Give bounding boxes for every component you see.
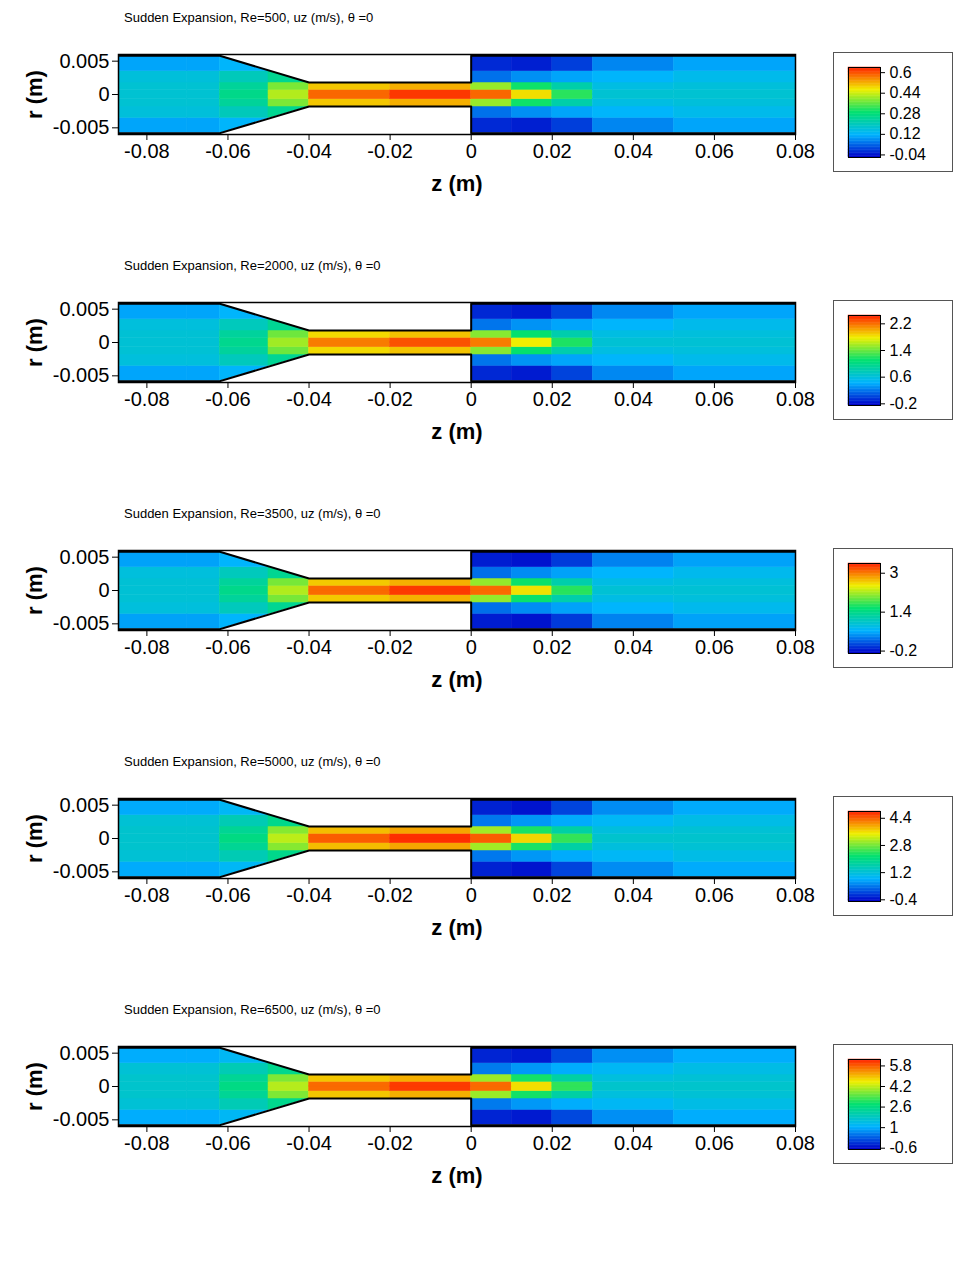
svg-text:0.6: 0.6 (890, 368, 912, 385)
svg-text:-0.08: -0.08 (124, 140, 170, 162)
svg-text:0.04: 0.04 (614, 636, 653, 658)
svg-text:-0.08: -0.08 (124, 884, 170, 906)
svg-text:-0.005: -0.005 (53, 612, 110, 634)
svg-text:z (m): z (m) (431, 419, 482, 444)
svg-text:2.2: 2.2 (890, 315, 912, 332)
svg-text:0: 0 (98, 827, 109, 849)
svg-text:0.06: 0.06 (695, 1132, 734, 1154)
svg-text:0.005: 0.005 (59, 50, 109, 72)
svg-text:r (m): r (m) (22, 318, 47, 367)
svg-text:-0.04: -0.04 (286, 884, 332, 906)
svg-text:0.04: 0.04 (614, 140, 653, 162)
svg-text:-0.005: -0.005 (53, 860, 110, 882)
svg-text:0: 0 (98, 579, 109, 601)
svg-text:-0.02: -0.02 (367, 636, 413, 658)
svg-text:0.02: 0.02 (533, 140, 572, 162)
svg-text:-0.4: -0.4 (890, 891, 918, 908)
svg-text:0.02: 0.02 (533, 884, 572, 906)
svg-text:0.06: 0.06 (695, 884, 734, 906)
svg-text:0.06: 0.06 (695, 140, 734, 162)
svg-text:-0.005: -0.005 (53, 364, 110, 386)
svg-text:3: 3 (890, 564, 899, 581)
svg-text:r (m): r (m) (22, 566, 47, 615)
svg-text:0.005: 0.005 (59, 794, 109, 816)
svg-text:r (m): r (m) (22, 70, 47, 119)
svg-text:0: 0 (98, 83, 109, 105)
svg-text:-0.005: -0.005 (53, 1108, 110, 1130)
svg-text:-0.6: -0.6 (890, 1139, 918, 1156)
svg-text:r (m): r (m) (22, 1062, 47, 1111)
svg-text:-0.04: -0.04 (890, 146, 927, 163)
svg-text:0.005: 0.005 (59, 546, 109, 568)
svg-text:0.08: 0.08 (776, 884, 815, 906)
svg-text:0: 0 (98, 331, 109, 353)
svg-text:0.02: 0.02 (533, 388, 572, 410)
svg-text:0.005: 0.005 (59, 298, 109, 320)
svg-text:z (m): z (m) (431, 915, 482, 940)
svg-text:4.4: 4.4 (890, 809, 912, 826)
svg-text:-0.04: -0.04 (286, 1132, 332, 1154)
svg-text:-0.08: -0.08 (124, 636, 170, 658)
html-text:Sudden Expansion, Re=5000, uz: Sudden Expansion, Re=5000, uz (m/s), θ =… (124, 754, 381, 769)
svg-text:-0.02: -0.02 (367, 140, 413, 162)
svg-text:0.02: 0.02 (533, 636, 572, 658)
svg-text:0.08: 0.08 (776, 1132, 815, 1154)
svg-text:0.04: 0.04 (614, 884, 653, 906)
svg-text:-0.04: -0.04 (286, 140, 332, 162)
svg-text:1.4: 1.4 (890, 342, 912, 359)
svg-text:-0.08: -0.08 (124, 388, 170, 410)
svg-text:0: 0 (466, 636, 477, 658)
svg-text:-0.02: -0.02 (367, 1132, 413, 1154)
html-text:Sudden Expansion, Re=2000, uz: Sudden Expansion, Re=2000, uz (m/s), θ =… (124, 258, 381, 273)
svg-text:-0.08: -0.08 (124, 1132, 170, 1154)
html-text:Sudden Expansion, Re=500, uz (: Sudden Expansion, Re=500, uz (m/s), θ =0 (124, 10, 374, 25)
svg-text:0.6: 0.6 (890, 64, 912, 81)
svg-text:-0.06: -0.06 (205, 884, 251, 906)
svg-text:-0.06: -0.06 (205, 636, 251, 658)
svg-text:2.8: 2.8 (890, 837, 912, 854)
svg-text:-0.02: -0.02 (367, 884, 413, 906)
svg-text:0.08: 0.08 (776, 388, 815, 410)
svg-text:0.02: 0.02 (533, 1132, 572, 1154)
svg-text:0: 0 (466, 884, 477, 906)
svg-text:0: 0 (98, 1075, 109, 1097)
svg-text:0.04: 0.04 (614, 1132, 653, 1154)
svg-text:0.44: 0.44 (890, 84, 921, 101)
svg-text:0.12: 0.12 (890, 125, 921, 142)
svg-text:-0.04: -0.04 (286, 388, 332, 410)
svg-text:2.6: 2.6 (890, 1098, 912, 1115)
svg-text:-0.2: -0.2 (890, 642, 918, 659)
svg-text:1.2: 1.2 (890, 864, 912, 881)
svg-text:-0.02: -0.02 (367, 388, 413, 410)
svg-text:0.04: 0.04 (614, 388, 653, 410)
html-text:Sudden Expansion, Re=3500, uz: Sudden Expansion, Re=3500, uz (m/s), θ =… (124, 506, 381, 521)
svg-text:z (m): z (m) (431, 171, 482, 196)
svg-text:-0.2: -0.2 (890, 395, 918, 412)
svg-text:4.2: 4.2 (890, 1078, 912, 1095)
html-text:Sudden Expansion, Re=6500, uz: Sudden Expansion, Re=6500, uz (m/s), θ =… (124, 1002, 381, 1017)
svg-text:0: 0 (466, 1132, 477, 1154)
svg-text:0.08: 0.08 (776, 636, 815, 658)
svg-text:0: 0 (466, 140, 477, 162)
svg-text:r (m): r (m) (22, 814, 47, 863)
svg-text:0.005: 0.005 (59, 1042, 109, 1064)
svg-text:0.08: 0.08 (776, 140, 815, 162)
svg-text:-0.06: -0.06 (205, 140, 251, 162)
svg-text:z (m): z (m) (431, 1163, 482, 1188)
svg-text:-0.005: -0.005 (53, 116, 110, 138)
svg-text:z (m): z (m) (431, 667, 482, 692)
svg-text:0.28: 0.28 (890, 105, 921, 122)
svg-text:-0.06: -0.06 (205, 388, 251, 410)
svg-text:0.06: 0.06 (695, 388, 734, 410)
svg-text:0.06: 0.06 (695, 636, 734, 658)
svg-text:5.8: 5.8 (890, 1057, 912, 1074)
svg-text:0: 0 (466, 388, 477, 410)
svg-text:-0.06: -0.06 (205, 1132, 251, 1154)
svg-text:-0.04: -0.04 (286, 636, 332, 658)
svg-text:1.4: 1.4 (890, 603, 912, 620)
svg-text:1: 1 (890, 1119, 899, 1136)
